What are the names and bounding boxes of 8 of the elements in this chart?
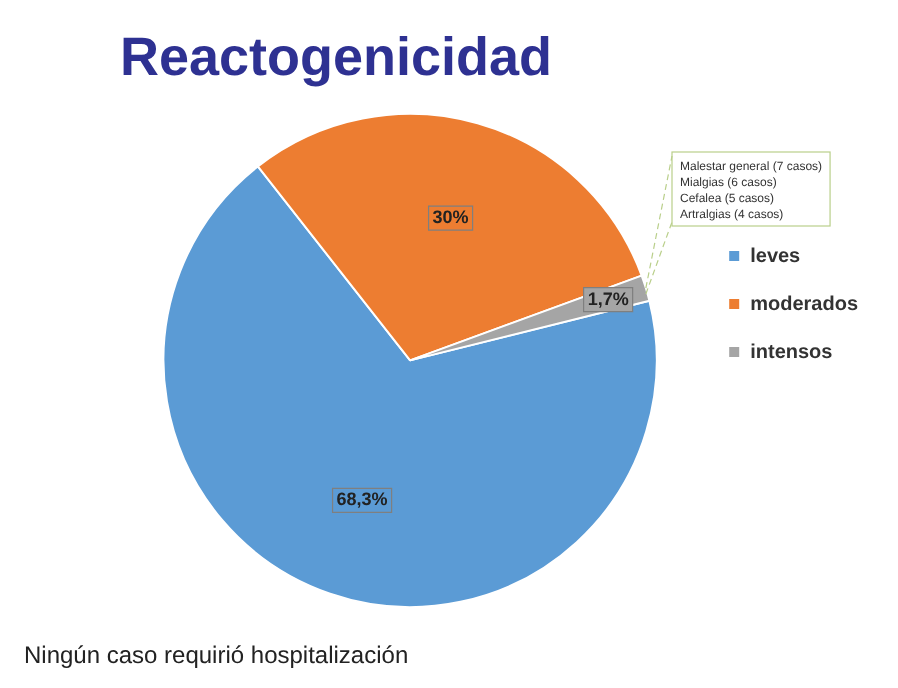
data-label: 1,7%	[587, 288, 629, 309]
legend-label: leves	[750, 245, 802, 268]
legend-label: moderados	[750, 293, 859, 316]
chart-title: Reactogenicidad	[120, 27, 553, 88]
data-label: 68,3%	[336, 489, 388, 510]
text: Ningún caso requirió hospitalización	[24, 640, 409, 669]
legend-label: intensos	[750, 341, 834, 364]
data-label: 30%	[432, 207, 469, 228]
